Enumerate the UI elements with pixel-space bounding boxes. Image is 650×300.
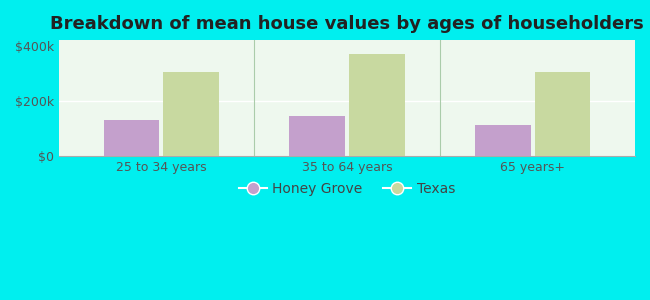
- Bar: [535, 72, 590, 156]
- Bar: [163, 72, 219, 156]
- Bar: [349, 54, 404, 156]
- Bar: [103, 120, 159, 156]
- Bar: [289, 116, 345, 156]
- Bar: [475, 125, 531, 156]
- Legend: Honey Grove, Texas: Honey Grove, Texas: [233, 177, 461, 202]
- Title: Breakdown of mean house values by ages of householders: Breakdown of mean house values by ages o…: [50, 15, 644, 33]
